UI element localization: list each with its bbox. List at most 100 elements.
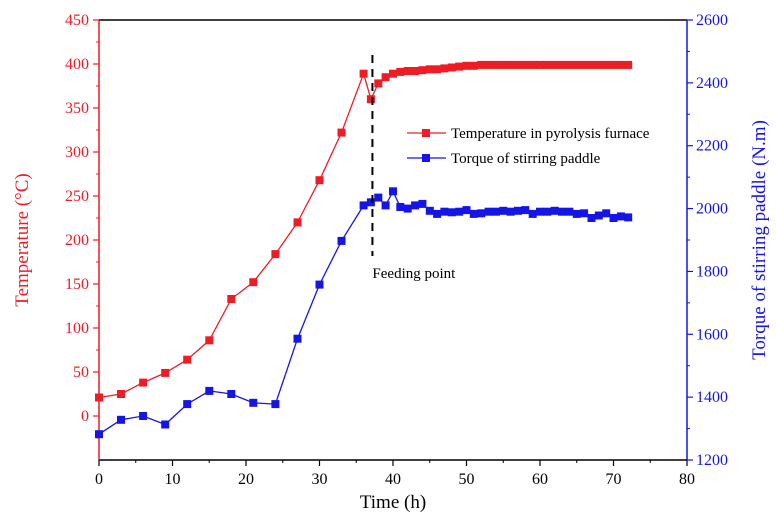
temperature-series-line: [98, 64, 629, 399]
torque-point: [550, 206, 559, 215]
torque-point: [572, 209, 581, 218]
temperature-point: [183, 355, 192, 364]
y-right-tick-label: 2400: [696, 75, 728, 92]
torque-point: [455, 207, 464, 216]
x-tick-label: 70: [606, 471, 622, 488]
torque-point: [477, 209, 486, 218]
torque-point: [337, 236, 346, 245]
temperature-point: [293, 218, 302, 227]
temperature-point: [594, 60, 603, 69]
y-left-tick-label: 0: [81, 408, 89, 425]
torque-point: [565, 207, 574, 216]
torque-point: [117, 415, 125, 424]
temperature-point: [624, 60, 633, 69]
torque-point: [227, 390, 236, 398]
y-left-tick-label: 200: [65, 232, 89, 249]
temperature-point: [403, 67, 412, 75]
x-tick-label: 80: [679, 471, 695, 488]
torque-point: [528, 209, 537, 218]
torque-point: [491, 207, 500, 216]
torque-point: [161, 420, 170, 429]
temperature-point: [315, 176, 324, 185]
y-left-tick-label: 450: [65, 12, 89, 29]
temperature-point: [139, 378, 148, 387]
torque-point: [411, 201, 420, 210]
temperature-point: [462, 61, 471, 70]
temperature-point: [543, 60, 552, 69]
temperature-point: [455, 62, 464, 71]
torque-point: [433, 209, 442, 218]
torque-point: [469, 209, 478, 218]
temperature-point: [572, 60, 581, 69]
temperature-point: [271, 250, 280, 259]
temperature-point: [484, 60, 493, 69]
temperature-point: [249, 278, 258, 287]
temperature-point: [411, 67, 420, 75]
temperature-point: [477, 60, 486, 69]
temperature-point: [389, 69, 397, 78]
temperature-point: [550, 60, 559, 69]
torque-series-line: [98, 189, 629, 435]
temperature-point: [602, 60, 611, 69]
torque-point: [271, 400, 280, 409]
y-left-tick-label: 300: [65, 144, 89, 161]
temperature-point: [396, 67, 405, 76]
temperature-point: [337, 128, 346, 137]
torque-point: [425, 206, 434, 215]
y-right-tick-label: 1400: [696, 389, 728, 406]
x-tick-label: 50: [459, 471, 475, 488]
x-tick-label: 0: [95, 471, 103, 488]
temperature-point: [95, 393, 103, 402]
x-tick-label: 40: [385, 471, 401, 488]
torque-point: [403, 204, 412, 213]
temperature-legend-label: Temperature in pyrolysis furnace: [451, 126, 650, 142]
y-right-tick-label: 1800: [696, 263, 728, 280]
y-right-tick-label: 1200: [696, 452, 728, 469]
torque-point: [602, 209, 611, 218]
torque-point: [381, 201, 390, 210]
temperature-point: [227, 295, 236, 303]
temperature-point: [514, 60, 522, 69]
torque-point: [366, 198, 375, 207]
temperature-point: [205, 336, 214, 345]
y-right-axis-title: Torque of stirring paddle (N.m): [749, 120, 770, 360]
temperature-point: [616, 60, 625, 69]
torque-point: [396, 203, 405, 211]
torque-point: [616, 212, 625, 221]
torque-point: [499, 206, 508, 215]
temperature-point: [425, 65, 434, 74]
torque-point: [580, 209, 589, 218]
x-tick-label: 20: [238, 471, 254, 488]
torque-point: [249, 398, 258, 407]
temperature-point: [469, 61, 478, 70]
y-left-tick-label: 50: [73, 364, 89, 381]
temperature-point: [366, 95, 375, 104]
temperature-point: [381, 73, 390, 82]
torque-point: [594, 211, 603, 220]
y-right-tick-label: 2000: [696, 201, 728, 218]
temperature-point: [433, 65, 442, 74]
y-left-tick-label: 400: [65, 56, 89, 73]
temperature-point: [506, 60, 515, 69]
torque-point: [543, 207, 552, 216]
temperature-point: [374, 79, 383, 88]
temperature-point: [587, 60, 596, 69]
torque-point: [418, 199, 427, 208]
torque-point: [440, 207, 449, 216]
torque-point: [315, 280, 324, 289]
y-right-tick-label: 2600: [696, 12, 728, 29]
torque-point: [521, 206, 530, 215]
torque-point: [558, 207, 566, 216]
temperature-point: [565, 60, 574, 69]
temperature-point: [447, 63, 456, 72]
y-right-tick-label: 1600: [696, 326, 728, 343]
torque-point: [624, 213, 633, 222]
temperature-point: [528, 60, 537, 69]
temperature-point: [161, 368, 170, 377]
torque-point: [183, 400, 192, 409]
torque-point: [205, 386, 214, 395]
torque-point: [447, 208, 456, 217]
temperature-point: [440, 64, 449, 73]
torque-point: [536, 207, 544, 216]
